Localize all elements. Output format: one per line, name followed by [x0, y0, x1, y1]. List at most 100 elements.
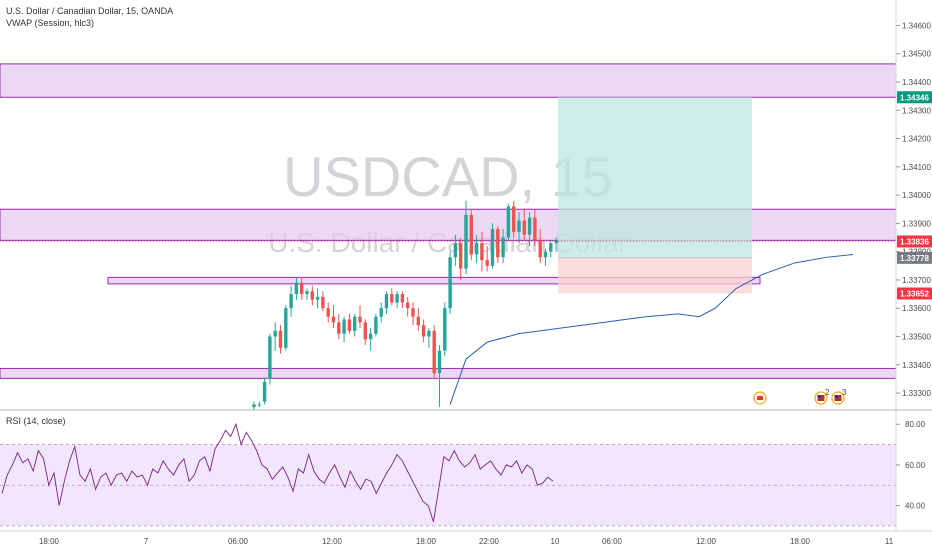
candle-body — [522, 220, 526, 235]
rsi-line — [1, 422, 554, 522]
candle-body — [273, 330, 277, 337]
candle-body — [305, 291, 309, 295]
candle-body — [268, 336, 272, 379]
price-tick-label: 1.34500 — [902, 50, 931, 59]
candle-body — [406, 302, 410, 309]
candle-body — [300, 282, 304, 295]
vwap-line — [449, 253, 853, 405]
candle-body — [459, 243, 463, 269]
sr-zone[interactable] — [0, 367, 896, 379]
candle-body — [501, 237, 505, 258]
us-flag-canton — [817, 395, 821, 398]
price-tick-label: 1.34600 — [902, 21, 931, 30]
candle-body — [421, 325, 426, 337]
price-tick-label: 1.34200 — [902, 135, 931, 144]
candle-body — [512, 206, 516, 232]
flag-ca-event-icon[interactable] — [753, 391, 767, 405]
candle-body — [538, 240, 542, 258]
candle-body — [517, 220, 521, 232]
price-tag-label: 1.33652 — [900, 290, 929, 299]
maple-flag-shape — [757, 396, 763, 400]
candle-body — [533, 217, 537, 241]
candle-body — [427, 330, 431, 337]
rsi-tick-label: 60.00 — [905, 461, 926, 470]
price-tag-label: 1.34346 — [900, 93, 929, 102]
time-tick-label: 12:00 — [322, 537, 343, 546]
candle-body — [448, 257, 452, 309]
time-axis[interactable]: 18:00 7 06:00 12:00 18:00 22:00 10 06:00 12:00 18… — [39, 537, 894, 546]
position-stop-area[interactable] — [558, 257, 752, 294]
candle-body — [347, 319, 352, 331]
vwap-legend[interactable]: VWAP (Session, hlc3) — [6, 18, 94, 28]
price-tag — [897, 235, 932, 248]
candle-body — [342, 319, 346, 334]
price-tag — [897, 91, 932, 104]
candle-body — [315, 296, 320, 300]
price-tag-label: 1.33836 — [900, 237, 929, 246]
candle-body — [485, 260, 489, 266]
long-position-tool[interactable] — [558, 97, 752, 294]
candle-body — [490, 229, 495, 266]
candle-body — [554, 240, 558, 244]
price-axis[interactable]: 1.34600 1.34500 1.34400 1.34300 1.34200 1.341… — [896, 21, 931, 398]
time-tick-label: 12:00 — [696, 537, 717, 546]
time-tick-label: 18:00 — [416, 537, 437, 546]
candle-body — [474, 243, 479, 255]
price-tick-label: 1.33300 — [902, 389, 931, 398]
candle-body — [368, 333, 373, 340]
candle-body — [390, 294, 394, 303]
position-target-area[interactable] — [558, 97, 752, 258]
price-tick-label: 1.33500 — [902, 332, 931, 341]
price-tick-label: 1.34000 — [902, 191, 931, 200]
candle-body — [284, 308, 288, 348]
candle-body — [480, 243, 484, 261]
candle-body — [384, 294, 389, 309]
candle-body — [326, 308, 330, 317]
time-tick-label: 10 — [551, 537, 560, 546]
rsi-tick-label: 80.00 — [905, 420, 926, 429]
us-flag-canton — [834, 395, 838, 398]
rsi-legend[interactable]: RSI (14, close) — [6, 416, 66, 426]
candle-body — [252, 404, 256, 408]
chart-legend: U.S. Dollar / Canadian Dollar, 15, OANDA… — [6, 6, 173, 426]
candle-body — [496, 229, 500, 258]
price-tag-label: 1.33778 — [900, 254, 929, 263]
sr-zone[interactable] — [107, 276, 761, 285]
rsi-axis[interactable]: 80.00 60.00 40.00 — [896, 420, 926, 511]
price-tags: 1.34346 1.33836 1.33778 1.33652 — [897, 91, 932, 300]
candle-body — [310, 291, 314, 300]
sr-zone[interactable] — [0, 208, 896, 241]
candle-body — [469, 214, 473, 255]
candle-body — [549, 243, 553, 252]
candle-body — [358, 316, 362, 323]
time-tick-label: 7 — [144, 537, 149, 546]
candle-body — [262, 381, 267, 402]
time-tick-label: 06:00 — [602, 537, 623, 546]
candle-body — [379, 308, 383, 317]
time-tick-label: 18:00 — [39, 537, 60, 546]
candle-body — [411, 308, 415, 317]
candle-body — [437, 350, 442, 374]
watermark-ticker: USDCAD, 15 — [283, 145, 613, 208]
price-tick-label: 1.33700 — [902, 276, 931, 285]
time-tick-label: 11 — [885, 537, 894, 546]
time-tick-label: 06:00 — [228, 537, 249, 546]
candle-body — [353, 316, 357, 331]
support-resistance-zones[interactable] — [0, 63, 896, 379]
price-tag — [897, 251, 932, 264]
price-tick-label: 1.34100 — [902, 163, 931, 172]
candle-body — [294, 282, 299, 295]
candle-body — [321, 296, 325, 309]
price-tick-label: 1.34300 — [902, 106, 931, 115]
candle-body — [416, 316, 420, 326]
candle-body — [432, 330, 436, 374]
price-tick-label: 1.33400 — [902, 361, 931, 370]
candle-body — [527, 217, 532, 235]
sr-zone[interactable] — [0, 63, 896, 98]
price-tick-label: 1.33900 — [902, 219, 931, 228]
flag-us-event-icon[interactable]: 2 — [814, 388, 830, 405]
symbol-title[interactable]: U.S. Dollar / Canadian Dollar, 15, OANDA — [6, 6, 173, 16]
flag-us-event-icon[interactable]: 3 — [831, 388, 847, 405]
